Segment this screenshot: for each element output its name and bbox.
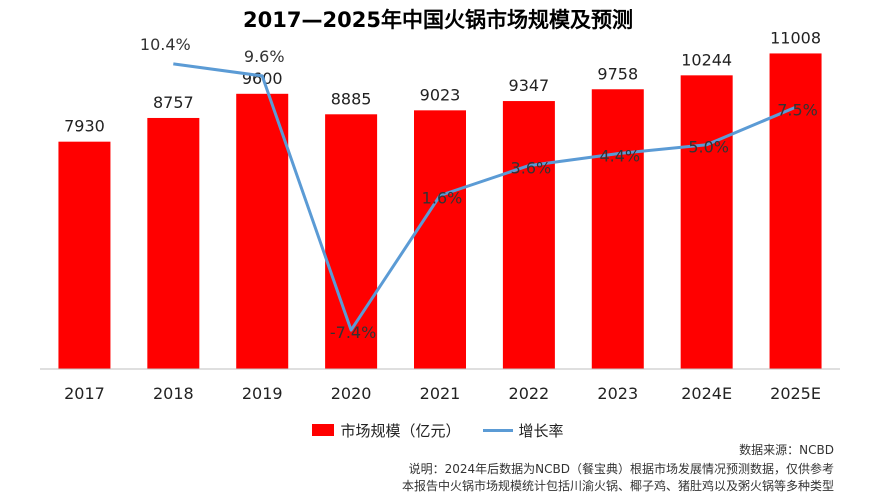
legend-label-growth-rate: 增长率 — [518, 421, 564, 440]
chart-title: 2017—2025年中国火锅市场规模及预测 — [243, 8, 633, 32]
legend-bar-swatch — [312, 424, 335, 436]
bar-2021 — [414, 110, 466, 369]
growth-label-2020: -7.4% — [330, 323, 376, 342]
growth-label-2025E: 7.5% — [777, 100, 818, 119]
scope-note: 本报告中火锅市场规模统计包括川渝火锅、椰子鸡、猪肚鸡以及粥火锅等多种类型 — [401, 479, 834, 493]
bar-label-2017: 7930 — [64, 117, 105, 136]
x-tick-2023: 2023 — [597, 384, 638, 403]
bar-2017 — [58, 141, 111, 369]
bar-label-2022: 9347 — [509, 76, 550, 95]
legend: 市场规模（亿元） 增长率 — [0, 419, 876, 441]
growth-label-2019: 9.6% — [244, 47, 285, 66]
growth-label-2021: 1.6% — [422, 189, 463, 208]
x-tick-2025E: 2025E — [770, 384, 821, 403]
bar-label-2021: 9023 — [420, 85, 461, 104]
x-tick-2022: 2022 — [509, 384, 550, 403]
bar-2023 — [591, 89, 644, 370]
bar-label-2024E: 10244 — [681, 50, 732, 69]
legend-item-market-size: 市场规模（亿元） — [312, 420, 461, 441]
legend-item-growth-rate: 增长率 — [482, 420, 564, 441]
x-tick-2021: 2021 — [420, 384, 461, 403]
x-tick-2020: 2020 — [331, 384, 372, 403]
growth-label-2022: 3.6% — [511, 159, 552, 178]
x-tick-2017: 2017 — [64, 384, 105, 403]
legend-line-swatch — [482, 428, 513, 432]
bar-2025E — [769, 53, 822, 370]
data-source-note: 数据来源：NCBD — [739, 443, 834, 457]
x-tick-2024E: 2024E — [681, 384, 732, 403]
growth-label-2024E: 5.0% — [688, 138, 729, 157]
growth-data-labels: 10.4% 9.6% -7.4% 1.6% 3.6% 4.4% 5.0% 7.5% — [140, 35, 818, 342]
x-tick-labels: 2017 2018 2019 2020 2021 2022 2023 2024E 2025E — [64, 384, 821, 403]
legend-label-market-size: 市场规模（亿元） — [340, 421, 461, 440]
bar-2018 — [147, 117, 200, 369]
bar-label-2025E: 11008 — [770, 28, 821, 47]
bar-label-2023: 9758 — [597, 64, 638, 83]
growth-label-2023: 4.4% — [599, 147, 640, 166]
bar-2024E — [680, 75, 733, 369]
bar-label-2020: 8885 — [331, 89, 372, 108]
forecast-note: 说明：2024年后数据为NCBD（餐宝典）根据市场发展情况预测数据，仅供参考 — [408, 462, 834, 476]
x-tick-2018: 2018 — [153, 384, 194, 403]
growth-line — [173, 62, 797, 332]
x-tick-2019: 2019 — [242, 384, 283, 403]
bar-2022 — [502, 101, 555, 369]
bar-2019 — [236, 93, 289, 370]
growth-label-2018: 10.4% — [140, 35, 191, 54]
bar-label-2018: 8757 — [153, 93, 194, 112]
growth-line-series — [173, 62, 797, 332]
